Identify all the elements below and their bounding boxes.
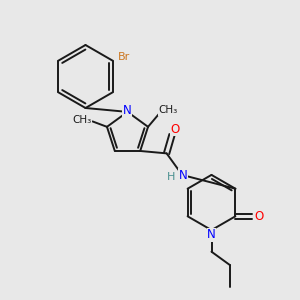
Text: O: O (170, 123, 180, 136)
Text: CH₃: CH₃ (159, 105, 178, 115)
Text: O: O (254, 210, 263, 223)
Text: N: N (178, 169, 187, 182)
Text: N: N (207, 228, 216, 241)
Text: H: H (167, 172, 175, 182)
Text: CH₃: CH₃ (72, 115, 92, 125)
Text: N: N (122, 104, 131, 117)
Text: Br: Br (118, 52, 130, 62)
